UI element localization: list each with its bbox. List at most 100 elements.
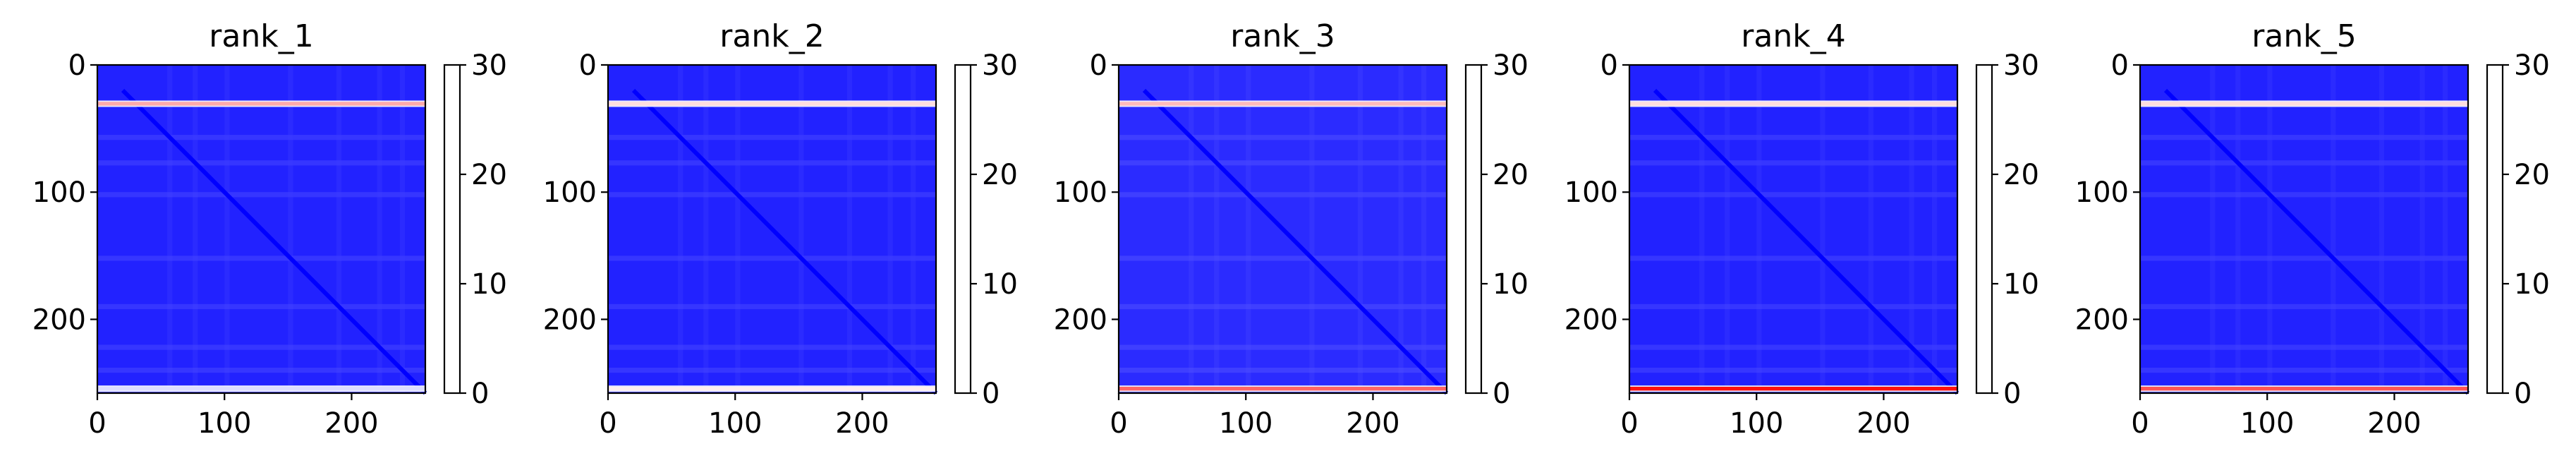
heatmap-band-row — [97, 160, 425, 166]
heatmap-band-row — [97, 255, 425, 261]
heatmap-svg: rank_5 0 100 200 0 100 200 0 10 20 30 — [2075, 18, 2550, 440]
heatmap-band-col — [887, 65, 893, 393]
y-tick-label: 100 — [1565, 176, 1618, 209]
heatmap-bright-row — [97, 386, 425, 391]
heatmap-band-row — [608, 344, 936, 350]
colorbar — [2486, 64, 2504, 395]
colorbar — [954, 64, 972, 395]
heatmap-band-row — [2140, 160, 2468, 166]
panel-rank-3: rank_3 0 100 200 0 100 200 0 10 20 30 — [1021, 0, 1536, 463]
heatmap-cells — [608, 65, 938, 395]
heatmap-band-row — [97, 367, 425, 373]
heatmap-diagonal — [1142, 88, 1449, 395]
x-tick-label: 0 — [2131, 407, 2149, 440]
y-tick-label: 200 — [1054, 303, 1107, 336]
heatmap-band-col — [167, 65, 173, 393]
heatmap-band-col — [224, 65, 230, 393]
heatmap-svg: rank_2 0 100 200 0 100 200 0 10 20 30 — [543, 18, 1018, 440]
heatmap-band-row — [1629, 135, 1957, 140]
heatmap-band-row — [97, 135, 425, 140]
colorbar-tick-label: 10 — [2514, 268, 2550, 301]
heatmap-band-row — [608, 160, 936, 166]
panel-rank-4: rank_4 0 100 200 0 100 200 0 10 20 30 — [1532, 0, 2047, 463]
y-tick-label: 0 — [1090, 49, 1107, 82]
panel-title: rank_5 — [2252, 18, 2356, 54]
heatmap-band-col — [2267, 65, 2273, 393]
heatmap-band-row — [608, 192, 936, 198]
heatmap-band-row — [97, 303, 425, 310]
heatmap-bright-row — [1119, 386, 1447, 391]
y-tick-label: 100 — [543, 176, 597, 209]
colorbar-tick-label: 20 — [2514, 159, 2550, 191]
heatmap-band-col — [1909, 65, 1914, 393]
heatmap-band-col — [2419, 65, 2425, 393]
heatmap-frame — [607, 64, 937, 395]
x-tick-label: 100 — [1730, 407, 1783, 440]
heatmap-diagonal — [1653, 88, 1960, 395]
heatmap-bright-row — [1629, 386, 1957, 391]
heatmap-band-col — [288, 65, 293, 393]
y-tick-label: 0 — [579, 49, 597, 82]
y-tick-label: 200 — [32, 303, 86, 336]
colorbar-tick-label: 20 — [982, 159, 1018, 191]
y-tick-label: 100 — [32, 176, 86, 209]
colorbar-tick-label: 10 — [2003, 268, 2039, 301]
y-tick-label: 100 — [1054, 176, 1107, 209]
heatmap-bright-row — [1119, 102, 1447, 106]
colorbar-tick-label: 0 — [471, 378, 489, 410]
heatmap-band-col — [399, 65, 406, 393]
colorbar-tick-label: 30 — [471, 49, 507, 82]
heatmap-band-col — [2235, 65, 2241, 393]
heatmap-svg: rank_4 0 100 200 0 100 200 0 10 20 30 — [1565, 18, 2039, 440]
heatmap-bright-row — [608, 102, 936, 106]
heatmap-band-col — [2442, 65, 2448, 393]
heatmap-band-col — [846, 65, 853, 393]
heatmap-band-col — [1309, 65, 1315, 393]
x-tick-label: 0 — [1620, 407, 1638, 440]
x-tick-label: 200 — [1857, 407, 1910, 440]
x-tick-label: 100 — [198, 407, 251, 440]
heatmap-svg: rank_1 0 100 200 0 100 200 0 10 20 30 — [32, 18, 507, 440]
heatmap-bright-row — [1629, 102, 1957, 106]
y-tick-label: 200 — [2075, 303, 2129, 336]
colorbar-tick-label: 10 — [982, 268, 1018, 301]
heatmap-bright-row — [2140, 386, 2468, 391]
heatmap-band-row — [2140, 367, 2468, 373]
heatmap-cells — [2140, 65, 2470, 395]
panel-title: rank_3 — [1230, 18, 1335, 54]
x-tick-label: 0 — [599, 407, 616, 440]
heatmap-band-row — [1119, 303, 1447, 310]
heatmap-band-col — [1189, 65, 1194, 393]
colorbar-tick-label: 10 — [471, 268, 507, 301]
heatmap-band-row — [608, 135, 936, 140]
heatmap-band-col — [1931, 65, 1938, 393]
heatmap-band-row — [1119, 135, 1447, 140]
heatmap-frame — [96, 64, 427, 395]
y-tick-label: 0 — [2111, 49, 2129, 82]
heatmap-bright-row — [97, 102, 425, 106]
colorbar — [1975, 64, 1993, 395]
heatmap-cells — [97, 65, 427, 395]
heatmap-band-row — [1629, 192, 1957, 198]
colorbar — [443, 64, 461, 395]
heatmap-band-col — [1868, 65, 1874, 393]
heatmap-band-col — [678, 65, 684, 393]
panel-rank-2: rank_2 0 100 200 0 100 200 0 10 20 30 — [511, 0, 1026, 463]
y-tick-label: 200 — [1565, 303, 1618, 336]
colorbar-tick-label: 0 — [1493, 378, 1510, 410]
y-tick-label: 0 — [1600, 49, 1618, 82]
heatmap-frame — [1117, 64, 1448, 395]
heatmap-band-col — [1421, 65, 1427, 393]
heatmap-svg: rank_3 0 100 200 0 100 200 0 10 20 30 — [1054, 18, 1529, 440]
x-tick-label: 200 — [2367, 407, 2421, 440]
heatmap-band-row — [1119, 367, 1447, 373]
heatmap-band-row — [1629, 160, 1957, 166]
heatmap-band-col — [1820, 65, 1825, 393]
heatmap-diagonal — [121, 88, 427, 395]
heatmap-band-row — [97, 344, 425, 350]
heatmap-band-row — [1629, 344, 1957, 350]
heatmap-band-col — [910, 65, 916, 393]
panel-title: rank_2 — [719, 18, 824, 54]
colorbar-tick-label: 30 — [2003, 49, 2039, 82]
x-tick-label: 100 — [2240, 407, 2294, 440]
